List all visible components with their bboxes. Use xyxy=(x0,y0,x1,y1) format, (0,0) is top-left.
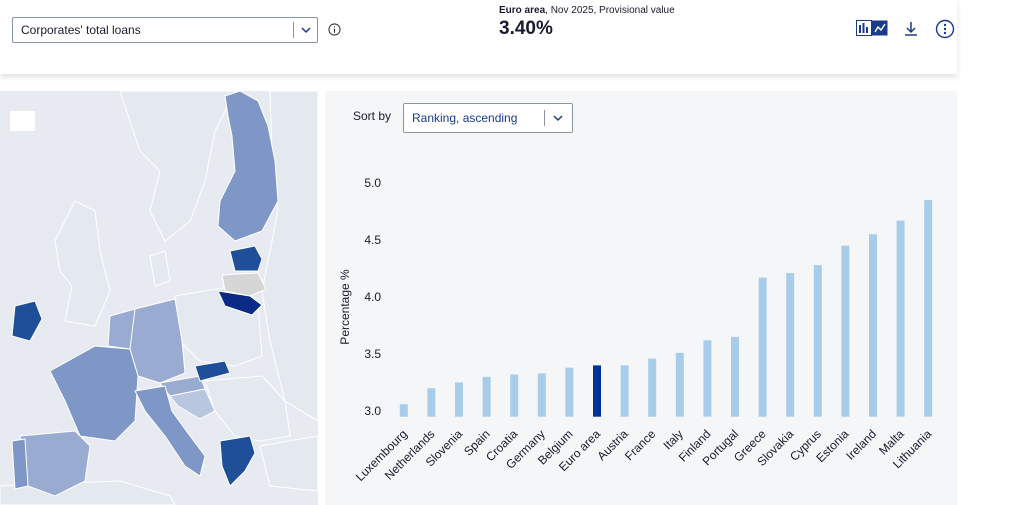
sort-divider xyxy=(544,110,545,126)
bar-croatia[interactable] xyxy=(510,374,519,417)
map-slovenia-croatia xyxy=(169,388,216,420)
bar-netherlands[interactable] xyxy=(427,388,436,417)
bar-germany[interactable] xyxy=(537,373,546,417)
bar-chart-icon xyxy=(859,23,868,33)
map-estonia xyxy=(229,245,263,272)
chart-panel: Sort by Ranking, ascending 3.0 3.5 4.0 4.5 5… xyxy=(325,91,957,505)
select-divider xyxy=(293,22,294,38)
map-greece xyxy=(219,435,256,487)
chart-type-toggle[interactable] xyxy=(856,20,888,36)
chevron-down-icon[interactable] xyxy=(300,24,312,36)
y-tick-label: 3.0 xyxy=(364,404,381,418)
kpi-detail: , Nov 2025, Provisional value xyxy=(545,5,675,16)
bar-euro-area[interactable] xyxy=(593,365,601,417)
bar-portugal[interactable] xyxy=(731,336,739,417)
chevron-down-icon[interactable] xyxy=(552,112,564,124)
indicator-select[interactable]: Corporates' total loans xyxy=(12,17,318,43)
map-italy xyxy=(134,385,206,477)
y-tick-label: 3.5 xyxy=(364,347,381,361)
x-tick-label: France xyxy=(622,427,659,464)
map-land-turkey xyxy=(259,435,318,492)
map-legend-chip[interactable] xyxy=(10,111,35,131)
map-land-uk xyxy=(54,200,111,327)
indicator-select-label: Corporates' total loans xyxy=(21,23,141,37)
more-options-icon[interactable] xyxy=(935,19,955,39)
map-lithuania xyxy=(217,290,263,316)
bar-estonia[interactable] xyxy=(841,245,850,417)
header-bar: Corporates' total loans Euro area, Nov 2… xyxy=(0,0,957,74)
sort-select[interactable]: Ranking, ascending xyxy=(403,103,573,133)
bar-france[interactable] xyxy=(648,358,657,417)
bar-slovenia[interactable] xyxy=(455,382,463,417)
kpi-title: Euro area, Nov 2025, Provisional value xyxy=(499,5,675,16)
y-tick-label: 4.0 xyxy=(364,290,381,304)
bar-luxembourg[interactable] xyxy=(399,404,408,417)
bar-austria[interactable] xyxy=(620,365,629,417)
map-france xyxy=(49,345,139,442)
map-latvia xyxy=(221,272,267,297)
map-finland xyxy=(217,91,279,242)
bar-cyprus[interactable] xyxy=(813,265,822,417)
map-ireland xyxy=(11,300,43,342)
sort-label: Sort by xyxy=(353,109,392,123)
euro-area-map[interactable] xyxy=(0,91,318,505)
bar-slovakia[interactable] xyxy=(786,273,795,417)
bar-ireland[interactable] xyxy=(869,234,877,417)
y-tick-label: 4.5 xyxy=(364,233,381,247)
map-svg xyxy=(0,91,318,505)
bar-finland[interactable] xyxy=(703,340,712,417)
x-tick-label: Ireland xyxy=(843,427,879,463)
bar-lithuania[interactable] xyxy=(924,200,933,417)
y-axis-label: Percentage % xyxy=(338,269,352,345)
bar-belgium[interactable] xyxy=(565,367,574,417)
bar-greece[interactable] xyxy=(758,277,767,417)
info-icon[interactable] xyxy=(328,23,341,36)
map-portugal xyxy=(11,438,29,490)
kpi-value: 3.40% xyxy=(499,18,553,39)
map-germany xyxy=(129,298,186,384)
bar-spain[interactable] xyxy=(482,376,491,417)
line-chart-icon xyxy=(874,23,886,33)
download-icon[interactable] xyxy=(901,19,921,39)
bar-italy[interactable] xyxy=(675,352,684,417)
sort-select-label: Ranking, ascending xyxy=(412,111,518,125)
kpi-region: Euro area xyxy=(499,5,546,16)
map-land-scandinavia xyxy=(119,91,236,242)
y-tick-label: 5.0 xyxy=(364,176,381,190)
map-land-balkans xyxy=(204,375,291,442)
bar-malta[interactable] xyxy=(896,220,905,417)
map-land-denmark xyxy=(149,250,171,287)
map-slovakia xyxy=(194,360,231,382)
